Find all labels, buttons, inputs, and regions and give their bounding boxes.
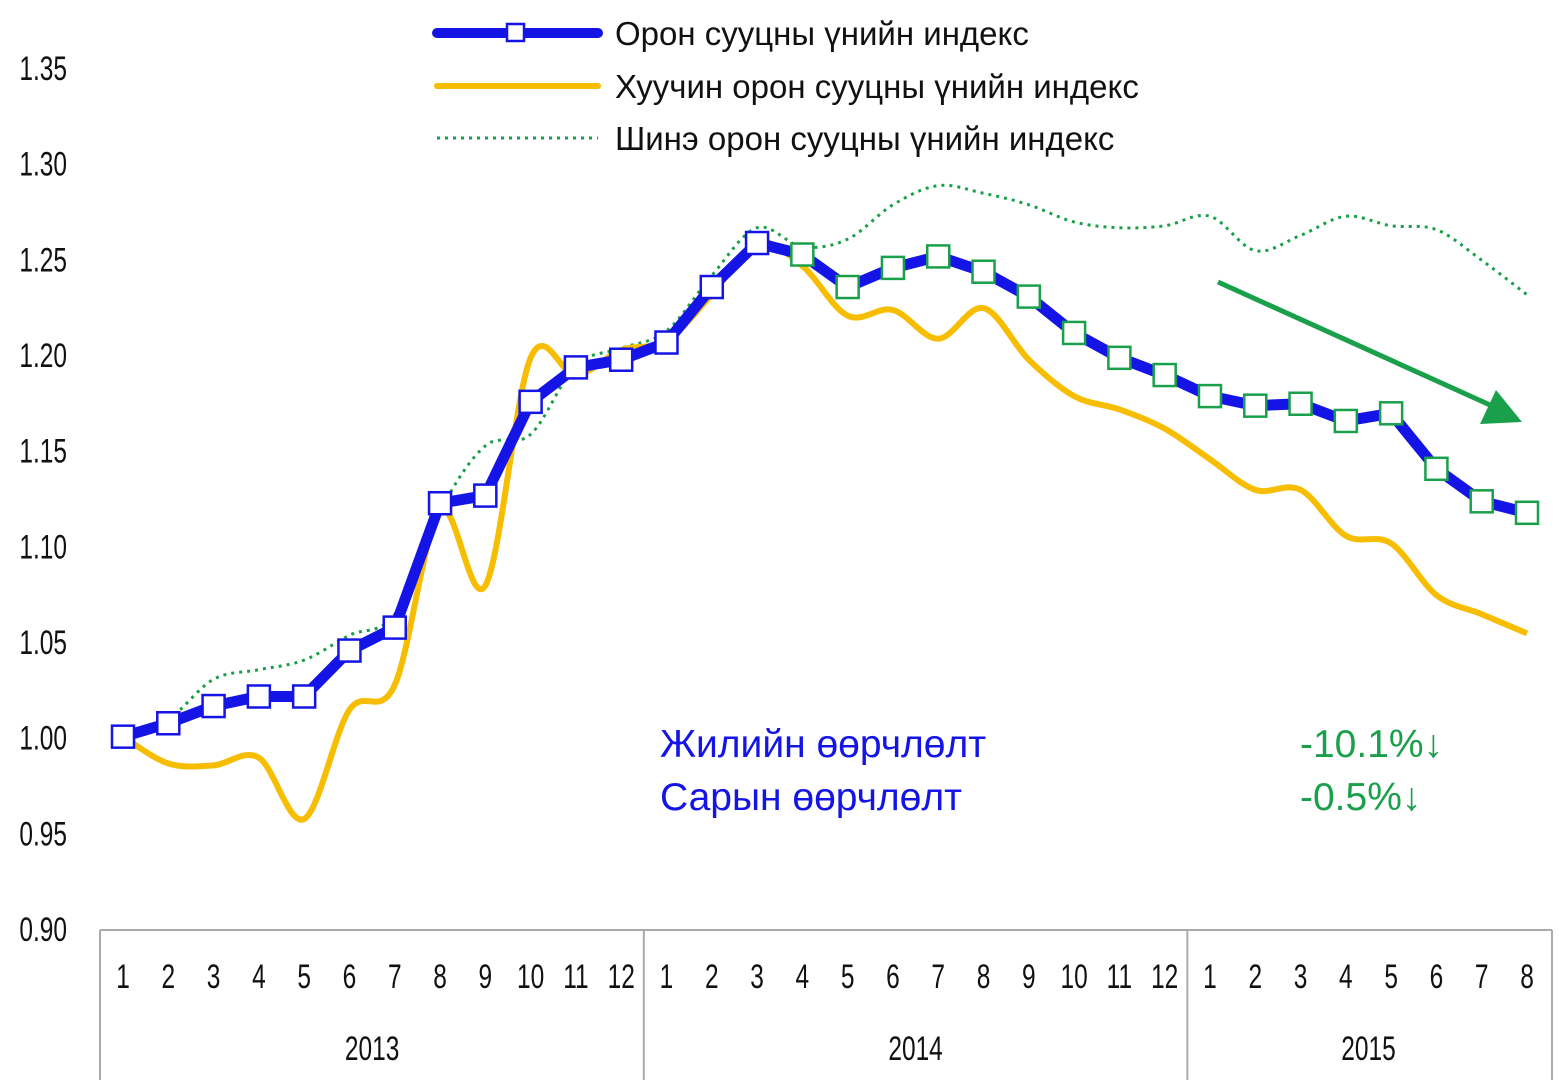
data-point-marker: [1424, 456, 1449, 482]
data-point-marker: [1016, 284, 1042, 309]
x-tick-month: 5: [841, 958, 855, 996]
legend-label-main: Орон сууцны үнийн индекс: [615, 15, 1029, 52]
y-tick-label: 1.00: [19, 720, 67, 758]
data-point-marker: [1288, 391, 1313, 416]
data-point-marker: [1333, 408, 1359, 434]
x-tick-month: 6: [1430, 958, 1444, 996]
series-line-new-housing: [122, 183, 1528, 739]
data-point-marker: [1061, 320, 1087, 346]
monthly-change-label: Сарын өөрчлөлт: [660, 776, 962, 819]
data-point-marker: [291, 684, 317, 709]
x-tick-month: 5: [1384, 958, 1398, 996]
x-tick-month: 4: [252, 958, 266, 996]
x-tick-month: 11: [563, 958, 588, 996]
data-point-marker: [699, 274, 725, 300]
y-tick-label: 0.95: [19, 815, 67, 853]
data-point-marker: [880, 255, 906, 281]
y-tick-label: 1.15: [19, 433, 67, 471]
monthly-change-value: -0.5%↓: [1300, 776, 1421, 819]
data-point-marker: [1469, 489, 1494, 514]
x-tick-month: 1: [116, 958, 130, 996]
data-point-marker: [246, 684, 272, 709]
data-point-marker: [744, 230, 770, 256]
data-point-marker: [156, 711, 181, 736]
data-point-marker: [790, 242, 815, 267]
x-tick-month: 8: [1520, 958, 1534, 996]
annual-change-value: -10.1%↓: [1300, 723, 1443, 766]
y-tick-label: 1.20: [19, 337, 67, 375]
x-tick-month: 10: [1060, 958, 1087, 996]
x-tick-month: 3: [750, 958, 764, 996]
y-tick-label: 1.05: [19, 624, 67, 662]
x-tick-month: 5: [297, 958, 311, 996]
x-tick-month: 4: [1339, 958, 1353, 996]
y-tick-label: 1.10: [19, 528, 67, 566]
data-point-marker: [337, 638, 362, 663]
data-point-marker: [518, 389, 543, 415]
x-tick-year: 2015: [1341, 1030, 1395, 1068]
change-annotations: Жилийн өөрчлөлт Сарын өөрчлөлт -10.1%↓ -…: [660, 723, 1443, 819]
y-tick-label: 1.35: [19, 50, 67, 88]
data-point-marker: [1197, 383, 1223, 409]
arrow-head-icon: [1480, 390, 1522, 424]
legend-label-new: Шинэ орон сууцны үнийн индекс: [615, 120, 1114, 157]
x-tick-month: 11: [1107, 958, 1132, 996]
data-point-marker: [608, 347, 634, 372]
x-tick-month: 6: [886, 958, 900, 996]
x-tick-year: 2014: [888, 1030, 942, 1068]
data-point-marker: [563, 355, 589, 380]
x-tick-month: 10: [517, 958, 544, 996]
x-tick-month: 2: [161, 958, 175, 996]
x-tick-month: 1: [1203, 958, 1217, 996]
x-tick-month: 1: [660, 958, 674, 996]
y-tick-label: 0.90: [19, 911, 67, 949]
data-point-marker: [382, 615, 407, 640]
data-point-marker: [473, 483, 498, 508]
x-tick-month: 2: [705, 958, 719, 996]
x-tick-month: 12: [1151, 958, 1178, 996]
data-point-marker: [835, 274, 860, 300]
x-tick-month: 9: [479, 958, 493, 996]
x-tick-month: 2: [1248, 958, 1262, 996]
x-tick-month: 4: [796, 958, 810, 996]
x-tick-month: 7: [1475, 958, 1489, 996]
x-tick-month: 9: [1022, 958, 1036, 996]
trend-arrow: [1216, 279, 1522, 424]
data-point-marker: [925, 244, 951, 269]
data-point-marker: [1152, 362, 1177, 388]
x-tick-month: 6: [343, 958, 357, 996]
data-point-marker: [1107, 345, 1132, 371]
legend-label-old: Хуучин орон сууцны үнийн индекс: [615, 68, 1139, 105]
plot-area: [110, 183, 1540, 823]
y-tick-label: 1.25: [19, 241, 67, 279]
data-point-marker: [971, 259, 996, 284]
data-point-marker: [427, 490, 453, 516]
y-tick-label: 1.30: [19, 146, 67, 184]
x-tick-month: 12: [608, 958, 635, 996]
annual-change-label: Жилийн өөрчлөлт: [660, 723, 986, 766]
x-tick-year: 2013: [345, 1030, 399, 1068]
data-point-marker: [110, 724, 136, 749]
data-point-marker: [654, 330, 679, 355]
data-point-marker: [1514, 500, 1540, 526]
x-tick-month: 3: [207, 958, 221, 996]
data-point-marker: [201, 693, 226, 719]
x-tick-month: 7: [388, 958, 402, 996]
series-line-housing-price-index: [121, 237, 1529, 742]
x-tick-month: 8: [433, 958, 447, 996]
data-point-marker: [1243, 393, 1268, 418]
x-tick-month: 8: [977, 958, 991, 996]
x-tick-month: 3: [1294, 958, 1308, 996]
y-axis: 0.90 0.95 1.00 1.05 1.10 1.15 1.20 1.25 1.30 1.35: [19, 50, 67, 949]
data-point-marker: [1378, 401, 1404, 426]
legend: Орон сууцны үнийн индекс Хуучин орон суу…: [432, 15, 1139, 157]
x-tick-month: 7: [931, 958, 945, 996]
legend-marker-square: [505, 22, 526, 43]
